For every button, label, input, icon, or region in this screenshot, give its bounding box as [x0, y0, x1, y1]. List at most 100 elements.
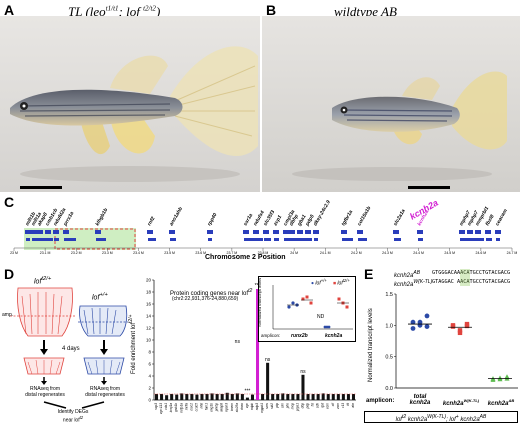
gene-block: [459, 230, 465, 234]
seq-label-2: kcnh2aW(K-TL): [394, 279, 433, 288]
axis-tick-label: 23.7 M: [227, 251, 238, 255]
y-tick-label: 2: [148, 386, 151, 391]
panel-c-letter: C: [4, 194, 15, 210]
fish-photo-a: [0, 16, 260, 192]
gene-block: [476, 238, 484, 241]
inset-gene-1: runx2b: [291, 333, 308, 339]
bar-category-label: ahr: [351, 402, 355, 408]
gene-block: [38, 238, 47, 241]
panel-e-letter: E: [364, 266, 374, 282]
axis-tick-label: 24.3 M: [382, 251, 393, 255]
gene-block: [263, 230, 269, 234]
e-point: [410, 326, 416, 331]
panel-c: C 23 M 23.1 M 23.2 M 23.3 M 23.4 M 23.5 M 23.6…: [0, 194, 520, 264]
e-cat-2: kcnh2aW(K-TL): [442, 398, 480, 407]
bar: [271, 394, 275, 400]
axis-tick-label: 23 M: [10, 251, 18, 255]
bar: [276, 394, 280, 400]
gene-block: [313, 230, 319, 234]
bar-category-label: cim: [280, 403, 284, 408]
gene-label: dbhp: [289, 213, 300, 227]
e-point: [450, 323, 456, 328]
amputation-label: amp.: [2, 312, 14, 318]
gene-block: [495, 230, 501, 234]
y-tick-label: 12: [146, 326, 152, 331]
bar-category-label: ptp: [275, 403, 279, 409]
bar: [311, 394, 315, 400]
gene-block: [54, 238, 59, 241]
bar: [321, 393, 325, 400]
significance-label: ns: [235, 339, 241, 345]
y-tick-label: 10: [146, 338, 152, 343]
gene-label: rpp40: [207, 212, 219, 227]
bar-category-label: ndpk: [250, 403, 254, 410]
bar-category-label: isoc2: [189, 403, 193, 411]
gene-label: gba1: [296, 214, 308, 228]
bar: [170, 394, 174, 400]
bar: [341, 394, 345, 400]
bar: [230, 394, 234, 400]
gene-block: [169, 230, 175, 234]
bar-category-label: dbp: [300, 403, 304, 409]
gene-block: [273, 230, 279, 234]
e-point: [424, 313, 430, 319]
gene-block: [26, 238, 30, 241]
panel-d: D loft2/+ lof+/+ amp. 4 days RNAseq from…: [0, 266, 360, 424]
gene-block: [467, 230, 473, 234]
gene-block: [63, 230, 69, 234]
panel-a-title: TL (leot1/t1; lof t2/t2): [68, 4, 161, 19]
e-cat-3: kcnh2aAB: [487, 398, 515, 407]
e-point: [424, 324, 430, 329]
y-tick-label: 4: [148, 374, 151, 379]
gene-block: [95, 230, 101, 234]
gene-block: [358, 238, 367, 241]
panel-d-letter: D: [4, 266, 15, 282]
e-point: [497, 375, 503, 380]
gene-block: [46, 238, 53, 241]
panel-a-letter: A: [4, 2, 15, 18]
gene-block: [64, 238, 76, 241]
bar-category-label: prps1: [295, 403, 299, 412]
gene-block: [418, 238, 423, 241]
e-point: [464, 321, 470, 327]
panel-e: E kcnh2aAB kcnh2aW(K-TL) GTGGGACAAACATGC…: [362, 266, 520, 424]
significance-label: ***: [245, 389, 251, 395]
bar-category-label: cdh: [316, 403, 320, 408]
bar-category-label: stk2: [270, 403, 274, 409]
gene-block: [37, 230, 43, 234]
bar: [331, 394, 335, 400]
bar: [351, 394, 355, 400]
e-y-tick-label: 0.5: [385, 355, 393, 361]
axis-tick-label: 24 M: [290, 251, 298, 255]
bar-category-label: akap8: [220, 403, 224, 412]
inset-point-wt: [287, 305, 291, 309]
inset-point-het: [305, 295, 309, 299]
bar-category-label: mrfp1a: [179, 403, 183, 413]
bar-category-label: sms: [265, 403, 269, 409]
gene-block: [475, 230, 481, 234]
axis-tick-label: 23.8 M: [258, 251, 269, 255]
gene-block: [486, 238, 492, 241]
genome-axis-title: Chromosome 2 Position: [205, 254, 286, 261]
axis-tick-label: 23.5 M: [164, 251, 175, 255]
gene-block: [460, 238, 472, 241]
bar: [296, 394, 300, 400]
gene-block: [283, 230, 289, 234]
y-tick-label: 16: [146, 302, 152, 307]
rnaseq-label-2: RNAseq from distal regenerates: [85, 386, 125, 398]
gene-block: [31, 230, 37, 234]
gene-label: zcp1: [272, 214, 283, 228]
gene-block: [417, 230, 423, 234]
bar: [281, 393, 285, 400]
bar-category-label: pdp: [306, 403, 310, 410]
gene-block: [290, 238, 300, 241]
inset-legend-2: ■ loft2/+: [333, 278, 350, 287]
inset-point-wt: [291, 301, 295, 305]
panel-b-title: wildtype AB: [334, 4, 397, 19]
bar: [215, 394, 219, 400]
seq-2: GTAGGAC AACATGCCTGTACGACG: [432, 279, 511, 285]
e-caption: loft2 kcnh2aW(K-TL); lof+ kcnh2aAB: [364, 411, 518, 423]
bar-category-label: rhow: [240, 402, 244, 410]
highlight-region: [24, 228, 136, 250]
axis-tick-label: 23.4 M: [133, 251, 144, 255]
